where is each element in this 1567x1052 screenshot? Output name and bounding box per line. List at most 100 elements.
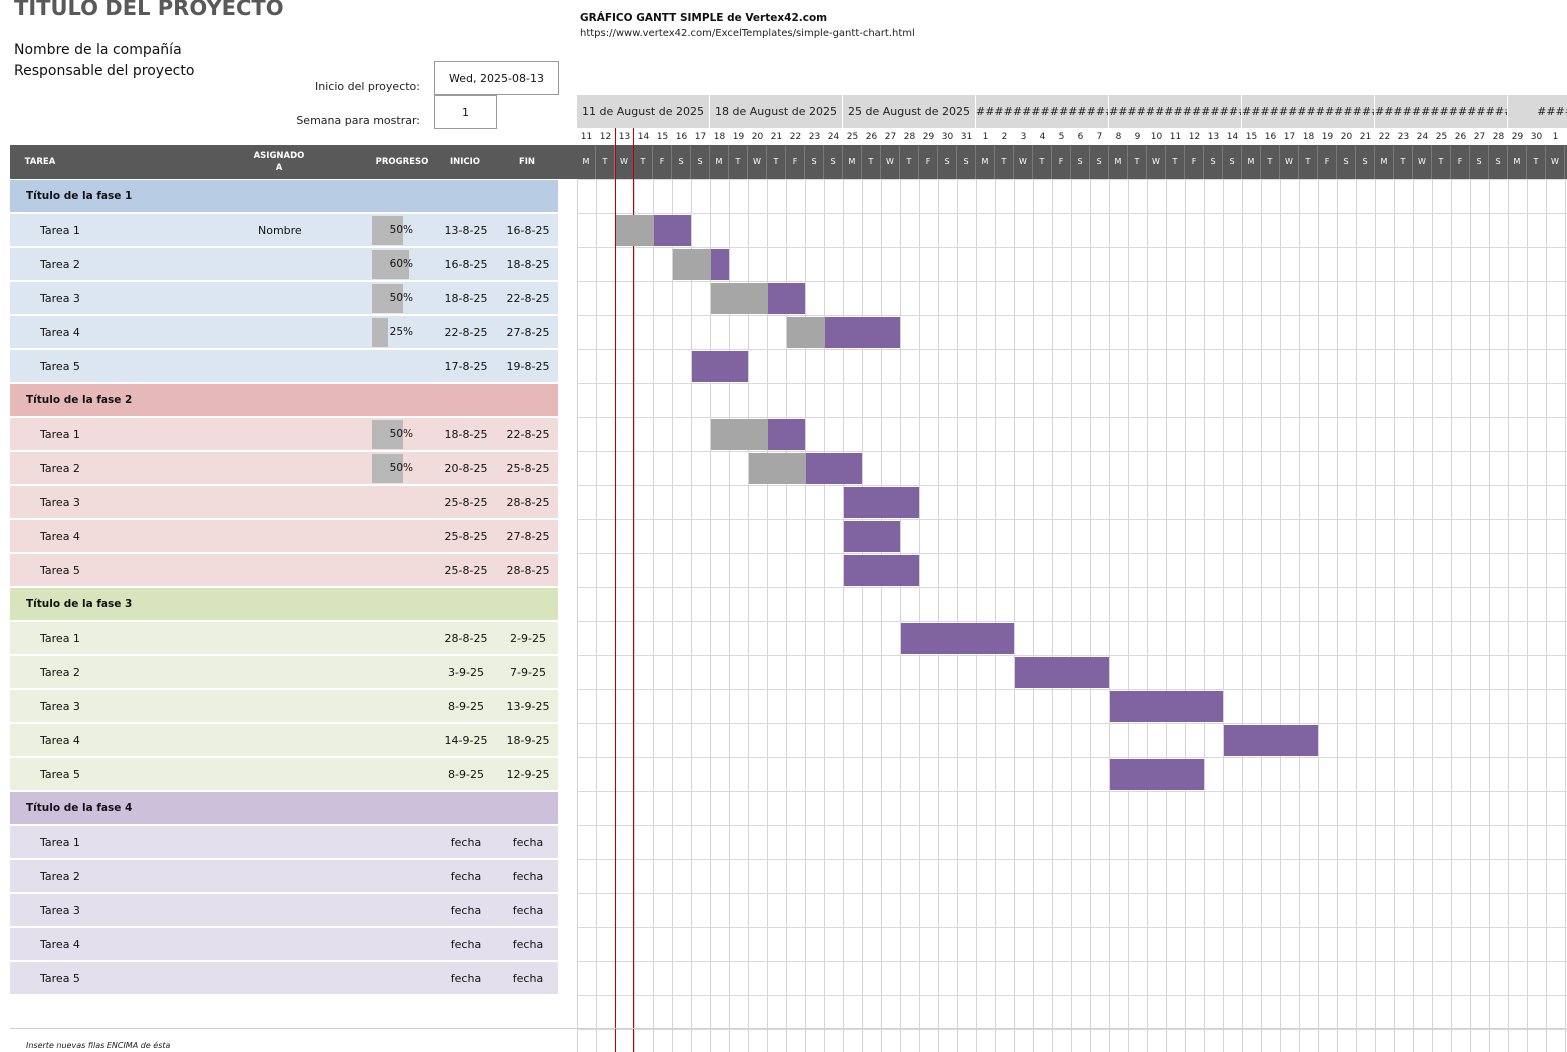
task-row[interactable]: Tarea 1 50% 18-8-25 22-8-25 (10, 418, 558, 451)
task-row[interactable]: Tarea 3 fecha fecha (10, 894, 558, 927)
task-name-cell[interactable]: Tarea 2 (40, 462, 80, 475)
week-display-input[interactable]: 1 (434, 95, 497, 129)
end-date-cell[interactable]: 16-8-25 (506, 224, 550, 237)
assigned-cell[interactable]: Nombre (258, 224, 302, 237)
start-date-cell[interactable]: 20-8-25 (444, 462, 488, 475)
phase-header-row[interactable]: Título de la fase 2 (10, 384, 558, 417)
task-name-cell[interactable]: Tarea 3 (40, 904, 80, 917)
task-name-cell[interactable]: Tarea 4 (40, 326, 80, 339)
start-date-cell[interactable]: fecha (450, 836, 482, 849)
task-row[interactable]: Tarea 2 60% 16-8-25 18-8-25 (10, 248, 558, 281)
end-date-cell[interactable]: 19-8-25 (506, 360, 550, 373)
end-date-cell[interactable]: 27-8-25 (506, 326, 550, 339)
task-row[interactable]: Tarea 5 25-8-25 28-8-25 (10, 554, 558, 587)
task-row[interactable]: Tarea 1 fecha fecha (10, 826, 558, 859)
end-date-cell[interactable]: 18-8-25 (506, 258, 550, 271)
end-date-cell[interactable]: 28-8-25 (506, 496, 550, 509)
task-name-cell[interactable]: Tarea 1 (40, 836, 80, 849)
end-date-cell[interactable]: 12-9-25 (506, 768, 550, 781)
task-row[interactable]: Tarea 4 fecha fecha (10, 928, 558, 961)
end-date-cell[interactable]: 22-8-25 (506, 292, 550, 305)
grid-row-line (577, 1029, 1567, 1030)
progress-cell[interactable]: 50% (389, 428, 413, 440)
day-number: 28 (903, 132, 916, 142)
task-row[interactable]: Tarea 1 28-8-25 2-9-25 (10, 622, 558, 655)
task-name-cell[interactable]: Tarea 2 (40, 258, 80, 271)
task-name-cell[interactable]: Tarea 4 (40, 530, 80, 543)
task-name-cell[interactable]: Tarea 4 (40, 938, 80, 951)
start-date-cell[interactable]: 25-8-25 (444, 564, 488, 577)
task-row[interactable]: Tarea 2 3-9-25 7-9-25 (10, 656, 558, 689)
end-date-cell[interactable]: fecha (512, 972, 544, 985)
start-date-cell[interactable]: 3-9-25 (448, 666, 484, 679)
task-row[interactable]: Tarea 3 50% 18-8-25 22-8-25 (10, 282, 558, 315)
start-date-cell[interactable]: 17-8-25 (444, 360, 488, 373)
phase-header-row[interactable]: Título de la fase 1 (10, 180, 558, 213)
task-row[interactable]: Tarea 2 50% 20-8-25 25-8-25 (10, 452, 558, 485)
start-date-cell[interactable]: 8-9-25 (448, 768, 484, 781)
progress-cell[interactable]: 25% (389, 326, 413, 338)
start-date-cell[interactable]: fecha (450, 938, 482, 951)
end-date-cell[interactable]: 13-9-25 (506, 700, 550, 713)
task-name-cell[interactable]: Tarea 3 (40, 292, 80, 305)
day-number: 22 (789, 132, 802, 142)
end-date-cell[interactable]: 22-8-25 (506, 428, 550, 441)
start-date-cell[interactable]: 14-9-25 (444, 734, 488, 747)
start-date-input[interactable]: Wed, 2025-08-13 (434, 61, 559, 95)
phase-header-row[interactable]: Título de la fase 3 (10, 588, 558, 621)
start-date-cell[interactable]: 8-9-25 (448, 700, 484, 713)
task-name-cell[interactable]: Tarea 2 (40, 870, 80, 883)
progress-cell[interactable]: 50% (389, 292, 413, 304)
start-date-cell[interactable]: fecha (450, 870, 482, 883)
task-name-cell[interactable]: Tarea 3 (40, 496, 80, 509)
task-row[interactable]: Tarea 3 8-9-25 13-9-25 (10, 690, 558, 723)
task-row[interactable]: Tarea 4 25% 22-8-25 27-8-25 (10, 316, 558, 349)
end-date-cell[interactable]: fecha (512, 904, 544, 917)
end-date-cell[interactable]: fecha (512, 870, 544, 883)
progress-cell[interactable]: 50% (389, 462, 413, 474)
end-date-cell[interactable]: fecha (512, 836, 544, 849)
task-row[interactable]: Tarea 5 8-9-25 12-9-25 (10, 758, 558, 791)
task-name-cell[interactable]: Tarea 5 (40, 768, 80, 781)
end-date-cell[interactable]: fecha (512, 938, 544, 951)
start-date-cell[interactable]: 18-8-25 (444, 292, 488, 305)
task-row[interactable]: Tarea 5 fecha fecha (10, 962, 558, 995)
task-name-cell[interactable]: Tarea 1 (40, 428, 80, 441)
end-date-cell[interactable]: 25-8-25 (506, 462, 550, 475)
task-name-cell[interactable]: Tarea 5 (40, 360, 80, 373)
task-name-cell[interactable]: Tarea 2 (40, 666, 80, 679)
task-name-cell[interactable]: Tarea 5 (40, 564, 80, 577)
progress-cell[interactable]: 60% (389, 258, 413, 270)
start-date-cell[interactable]: 18-8-25 (444, 428, 488, 441)
start-date-cell[interactable]: fecha (450, 904, 482, 917)
task-name-cell[interactable]: Tarea 4 (40, 734, 80, 747)
task-row[interactable]: Tarea 3 25-8-25 28-8-25 (10, 486, 558, 519)
task-row[interactable]: Tarea 4 25-8-25 27-8-25 (10, 520, 558, 553)
phase-header-row[interactable]: Título de la fase 4 (10, 792, 558, 825)
end-date-cell[interactable]: 2-9-25 (510, 632, 546, 645)
start-date-label: Inicio del proyecto: (315, 80, 420, 93)
task-row[interactable]: Tarea 4 14-9-25 18-9-25 (10, 724, 558, 757)
task-name-cell[interactable]: Tarea 3 (40, 700, 80, 713)
end-date-cell[interactable]: 28-8-25 (506, 564, 550, 577)
task-name-cell[interactable]: Tarea 1 (40, 632, 80, 645)
start-date-cell[interactable]: 25-8-25 (444, 496, 488, 509)
start-date-cell[interactable]: 22-8-25 (444, 326, 488, 339)
end-date-cell[interactable]: 18-9-25 (506, 734, 550, 747)
template-credit-link[interactable]: https://www.vertex42.com/ExcelTemplates/… (580, 28, 915, 39)
task-row[interactable]: Tarea 5 17-8-25 19-8-25 (10, 350, 558, 383)
progress-cell[interactable]: 50% (389, 224, 413, 236)
start-date-cell[interactable]: fecha (450, 972, 482, 985)
end-date-cell[interactable]: 27-8-25 (506, 530, 550, 543)
start-date-cell[interactable]: 25-8-25 (444, 530, 488, 543)
task-row[interactable]: Tarea 1 Nombre 50% 13-8-25 16-8-25 (10, 214, 558, 247)
start-date-cell[interactable]: 16-8-25 (444, 258, 488, 271)
start-date-cell[interactable]: 13-8-25 (444, 224, 488, 237)
end-date-cell[interactable]: 7-9-25 (510, 666, 546, 679)
task-name-cell[interactable]: Tarea 5 (40, 972, 80, 985)
task-row[interactable]: Tarea 2 fecha fecha (10, 860, 558, 893)
grid-column-line (634, 179, 635, 1052)
day-number: 26 (865, 132, 878, 142)
task-name-cell[interactable]: Tarea 1 (40, 224, 80, 237)
start-date-cell[interactable]: 28-8-25 (444, 632, 488, 645)
